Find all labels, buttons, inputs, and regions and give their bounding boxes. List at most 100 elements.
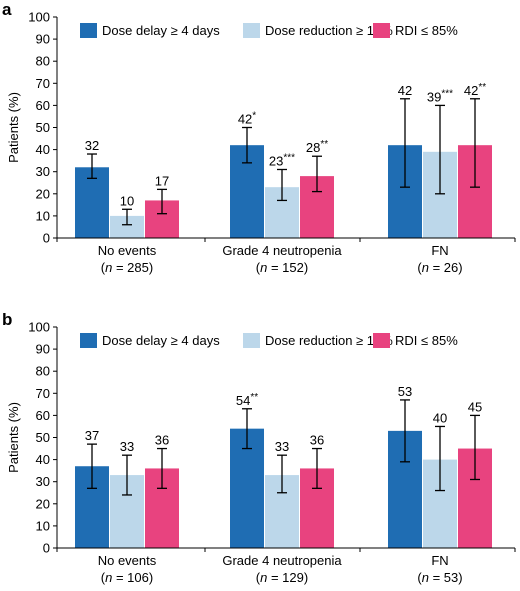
data-label-value: 45 <box>468 399 482 414</box>
y-tick-label: 100 <box>28 10 50 25</box>
data-label-value: 42 <box>238 112 252 127</box>
n-value: = 152) <box>267 260 308 275</box>
data-label-value: 37 <box>85 428 99 443</box>
x-category-n: (n = 26) <box>417 260 462 275</box>
y-tick-label: 100 <box>28 320 50 335</box>
data-label: 42* <box>238 111 256 127</box>
data-label-value: 42 <box>398 83 412 98</box>
data-label: 33 <box>120 439 134 454</box>
legend-swatch <box>373 333 390 348</box>
data-label: 36 <box>155 433 169 448</box>
data-label-value: 23 <box>269 153 283 168</box>
data-label-value: 17 <box>155 173 169 188</box>
n-value: = 26) <box>429 260 463 275</box>
n-symbol: n <box>105 570 112 585</box>
data-label: 32 <box>85 138 99 153</box>
y-tick-label: 90 <box>36 342 50 357</box>
significance-stars: * <box>252 111 256 122</box>
legend-swatch <box>243 23 260 38</box>
y-tick-label: 70 <box>36 76 50 91</box>
significance-stars: ** <box>478 82 486 93</box>
y-tick-label: 40 <box>36 452 50 467</box>
y-tick-label: 30 <box>36 474 50 489</box>
n-symbol: n <box>260 260 267 275</box>
legend-label: Dose delay ≥ 4 days <box>102 23 220 38</box>
data-label: 53 <box>398 384 412 399</box>
significance-stars: *** <box>283 152 295 163</box>
y-tick-label: 50 <box>36 120 50 135</box>
n-value: = 129) <box>267 570 308 585</box>
n-value: = 106) <box>112 570 153 585</box>
panel-label: b <box>2 310 12 329</box>
x-category-label: FN <box>431 243 448 258</box>
data-label-value: 28 <box>306 140 320 155</box>
x-category-n: (n = 53) <box>417 570 462 585</box>
x-category-n: (n = 106) <box>101 570 153 585</box>
y-tick-label: 0 <box>43 231 50 246</box>
y-tick-label: 80 <box>36 364 50 379</box>
legend-swatch <box>80 333 97 348</box>
y-tick-label: 60 <box>36 408 50 423</box>
data-label-value: 33 <box>120 439 134 454</box>
data-label-value: 54 <box>236 393 250 408</box>
data-label-value: 36 <box>155 433 169 448</box>
panel-label: a <box>2 0 12 19</box>
data-label: 37 <box>85 428 99 443</box>
data-label-value: 40 <box>433 410 447 425</box>
y-tick-label: 50 <box>36 430 50 445</box>
x-category-label: No events <box>98 553 157 568</box>
data-label: 10 <box>120 193 134 208</box>
x-category-label: FN <box>431 553 448 568</box>
chart-panel-a: aPatients (%)3242*421023***39***1728**42… <box>2 0 515 275</box>
data-label: 42 <box>398 83 412 98</box>
data-label-value: 36 <box>310 433 324 448</box>
y-axis-title: Patients (%) <box>6 402 21 473</box>
chart-panel-b: bPatients (%)3754**533333403636450102030… <box>2 310 515 585</box>
data-label: 39*** <box>427 88 453 104</box>
data-label: 42** <box>464 82 486 98</box>
legend-label: RDI ≤ 85% <box>395 23 458 38</box>
data-label-value: 53 <box>398 384 412 399</box>
data-label: 17 <box>155 173 169 188</box>
y-tick-label: 20 <box>36 496 50 511</box>
n-symbol: n <box>260 570 267 585</box>
n-symbol: n <box>105 260 112 275</box>
y-tick-label: 60 <box>36 98 50 113</box>
x-category-label: Grade 4 neutropenia <box>222 553 342 568</box>
y-tick-label: 80 <box>36 54 50 69</box>
data-label: 23*** <box>269 152 295 168</box>
data-label: 28** <box>306 139 328 155</box>
significance-stars: *** <box>441 88 453 99</box>
y-tick-label: 30 <box>36 164 50 179</box>
legend-swatch <box>243 333 260 348</box>
n-symbol: n <box>422 570 429 585</box>
y-tick-label: 70 <box>36 386 50 401</box>
x-category-label: Grade 4 neutropenia <box>222 243 342 258</box>
data-label-value: 39 <box>427 89 441 104</box>
n-symbol: n <box>422 260 429 275</box>
y-tick-label: 10 <box>36 208 50 223</box>
data-label: 54** <box>236 392 258 408</box>
y-tick-label: 10 <box>36 518 50 533</box>
data-label-value: 42 <box>464 83 478 98</box>
legend-swatch <box>80 23 97 38</box>
n-value: = 285) <box>112 260 153 275</box>
y-tick-label: 40 <box>36 142 50 157</box>
legend-label: RDI ≤ 85% <box>395 333 458 348</box>
y-axis-title: Patients (%) <box>6 92 21 163</box>
legend-label: Dose delay ≥ 4 days <box>102 333 220 348</box>
x-category-n: (n = 285) <box>101 260 153 275</box>
x-category-n: (n = 152) <box>256 260 308 275</box>
legend-swatch <box>373 23 390 38</box>
x-category-label: No events <box>98 243 157 258</box>
data-label: 33 <box>275 439 289 454</box>
significance-stars: ** <box>250 392 258 403</box>
data-label: 36 <box>310 433 324 448</box>
data-label-value: 33 <box>275 439 289 454</box>
x-category-n: (n = 129) <box>256 570 308 585</box>
data-label: 40 <box>433 410 447 425</box>
data-label-value: 32 <box>85 138 99 153</box>
significance-stars: ** <box>320 139 328 150</box>
data-label-value: 10 <box>120 193 134 208</box>
